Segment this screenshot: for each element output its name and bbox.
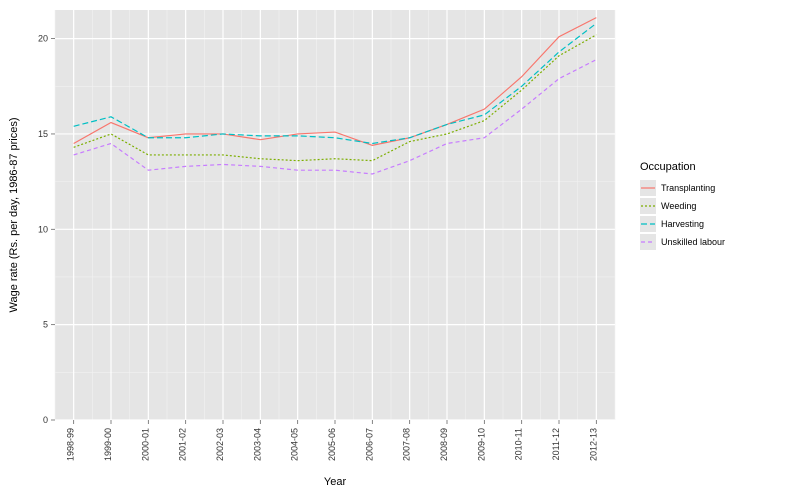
legend-label: Weeding [661,201,696,211]
x-tick-label: 2005-06 [327,428,337,461]
x-tick-label: 2002-03 [215,428,225,461]
x-axis-label: Year [324,476,347,488]
x-tick-label: 1999-00 [103,428,113,461]
legend-label: Unskilled labour [661,237,725,247]
x-tick-label: 2006-07 [364,428,374,461]
x-tick-label: 2007-08 [402,428,412,461]
legend-title: Occupation [640,161,696,173]
x-tick-label: 2011-12 [551,428,561,460]
x-tick-label: 2012-13 [588,428,598,461]
x-tick-label: 2010-11 [514,428,524,460]
x-tick-label: 2000-01 [140,428,150,461]
line-chart: 0 5 10 15 20 1998-99 1999-00 2000-01 2001-02 2002… [0,0,800,500]
y-tick-label: 15 [38,129,48,139]
legend: Occupation Transplanting Weeding Harvesting… [640,161,725,250]
y-axis-label: Wage rate (Rs. per day, 1986-87 prices) [8,117,20,312]
x-tick-label: 2008-09 [439,428,449,461]
legend-label: Harvesting [661,219,704,229]
y-tick-label: 5 [43,320,48,330]
x-tick-label: 2009-10 [476,428,486,461]
x-tick-label: 2001-02 [178,428,188,461]
legend-label: Transplanting [661,183,715,193]
y-tick-label: 10 [38,224,48,234]
x-tick-label: 2003-04 [252,428,262,461]
y-tick-label: 20 [38,34,48,44]
x-tick-label: 1998-99 [66,428,76,461]
x-tick-label: 2004-05 [290,428,300,461]
y-tick-label: 0 [43,415,48,425]
